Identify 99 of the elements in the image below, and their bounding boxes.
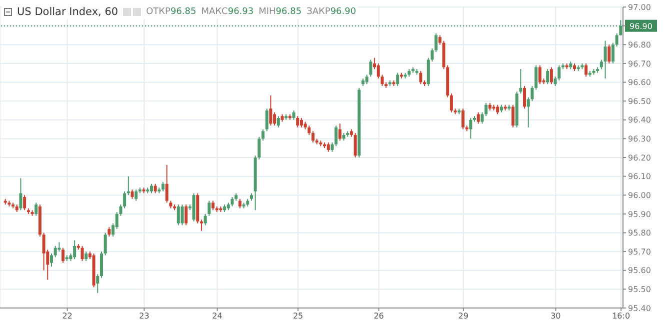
x-tick-label: 22	[62, 312, 72, 321]
candlestick	[165, 164, 168, 204]
candlestick	[338, 123, 342, 142]
candlestick	[469, 117, 472, 140]
candlestick	[230, 196, 234, 207]
candlestick	[265, 108, 268, 132]
candlestick	[108, 226, 111, 238]
candlestick	[73, 240, 76, 260]
x-tick-label: 29	[458, 312, 468, 321]
annotation: МАКС96.93	[201, 7, 254, 17]
candlestick	[330, 142, 334, 152]
y-tick-label: 95.60	[628, 266, 651, 276]
candlestick	[176, 204, 180, 226]
candlestick	[54, 245, 57, 258]
candlestick	[208, 200, 211, 216]
y-tick-label: 96.00	[628, 190, 651, 200]
y-tick-label: 96.40	[628, 116, 651, 125]
x-tick-label: 26	[374, 312, 384, 321]
candlestick	[523, 86, 526, 110]
annotation: МІН96.85	[258, 7, 302, 17]
y-tick-label: 96.10	[628, 172, 651, 182]
candlestick	[365, 74, 368, 85]
candlestick	[354, 132, 357, 158]
candlestick	[100, 251, 103, 278]
candlestick	[238, 198, 242, 209]
annotation: ОТКР96.85	[146, 7, 196, 17]
candlestick	[496, 104, 500, 115]
y-tick-label: 95.50	[628, 285, 651, 294]
candlestick	[96, 274, 100, 294]
candlestick	[546, 68, 550, 85]
candlestick	[584, 62, 588, 78]
candlestick	[300, 117, 303, 128]
candlestick	[312, 130, 314, 143]
candlestick	[550, 66, 553, 85]
candlestick	[184, 204, 188, 226]
candlestick	[296, 116, 300, 128]
candlestick	[130, 188, 134, 200]
x-tick-label: 23	[139, 312, 150, 321]
candlestick	[476, 112, 480, 124]
x-tick-label: 24	[212, 312, 222, 321]
candlestick	[480, 112, 484, 124]
y-tick-label: 95.80	[628, 228, 651, 238]
candlestick	[326, 142, 330, 152]
candlestick	[519, 68, 522, 94]
candlestick	[180, 204, 184, 226]
candlestick	[308, 125, 311, 136]
y-tick-label: 95.70	[628, 247, 651, 256]
y-tick-label: 96.50	[628, 96, 651, 106]
x-tick-label: 30	[550, 312, 561, 321]
candlestick	[600, 59, 603, 70]
candlestick	[62, 247, 65, 264]
candlestick	[19, 178, 22, 211]
candlestick	[534, 64, 538, 90]
candlestick	[611, 42, 614, 64]
candlestick	[50, 252, 53, 268]
candlestick	[538, 64, 542, 85]
candlestick	[154, 183, 157, 194]
candlestick	[276, 116, 280, 128]
x-tick-label: 25	[292, 312, 304, 321]
candlestick	[438, 34, 442, 46]
candlestick	[84, 251, 88, 262]
candlestick	[23, 194, 26, 211]
candlestick	[134, 188, 138, 202]
chart-title: US Dollar Index, 60	[17, 6, 118, 18]
y-tick-label: 95.40	[628, 304, 651, 313]
candlestick	[461, 108, 464, 130]
candlestick	[150, 183, 153, 194]
candlestick	[212, 200, 215, 211]
x-tick-label: 16:0	[612, 312, 630, 321]
candlestick	[484, 102, 488, 117]
candlestick	[396, 72, 400, 87]
candlestick	[200, 219, 203, 232]
candlestick	[434, 32, 438, 53]
candlestick	[204, 213, 207, 226]
candlestick	[292, 110, 296, 120]
y-tick-label: 97.00	[628, 2, 651, 12]
candlestick	[162, 181, 165, 192]
candlestick	[608, 44, 611, 64]
candlestick	[369, 59, 372, 78]
ref-line-label: 96.90	[630, 22, 652, 31]
y-tick-label: 96.30	[628, 134, 651, 144]
candlestick	[334, 125, 338, 147]
y-tick-label: 96.60	[628, 78, 651, 88]
y-tick-label: 96.20	[628, 153, 651, 162]
candlestick	[80, 245, 84, 262]
candlestick	[511, 104, 514, 128]
candlestick	[604, 40, 607, 79]
y-tick-label: 95.90	[628, 210, 651, 219]
candlestick	[262, 128, 265, 142]
candlestick	[269, 94, 272, 126]
candlestick	[34, 202, 38, 216]
annotation: ЗАКР96.90	[306, 7, 356, 17]
y-tick-label: 96.70	[628, 59, 651, 68]
candlestick	[450, 93, 453, 113]
y-tick-label: 96.80	[628, 40, 651, 50]
candlestick	[104, 232, 107, 256]
candlestick	[123, 190, 126, 209]
candlestick	[419, 70, 422, 85]
candlestick	[273, 112, 276, 126]
